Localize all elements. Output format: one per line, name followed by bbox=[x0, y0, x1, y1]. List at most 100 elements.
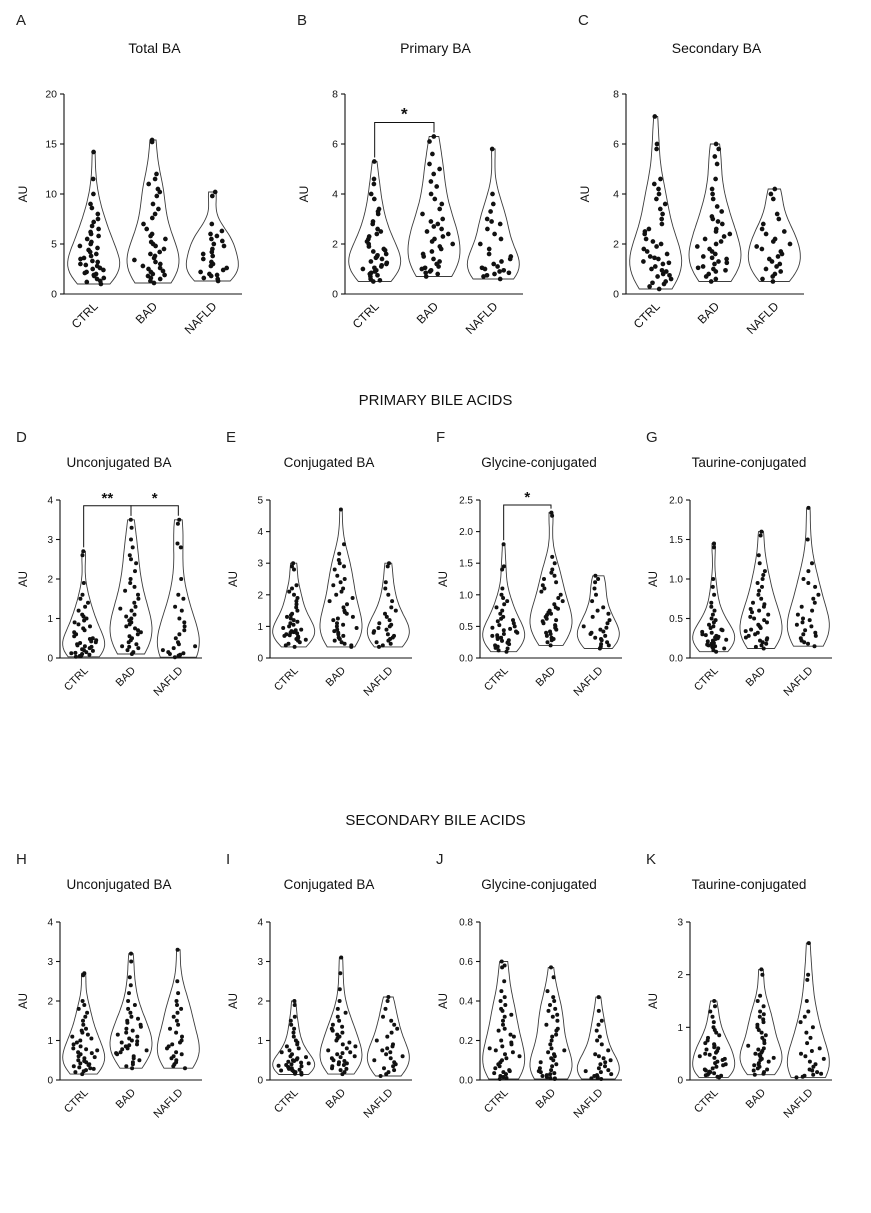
svg-text:6: 6 bbox=[613, 139, 619, 151]
svg-text:1: 1 bbox=[257, 1036, 263, 1047]
x-category-label-ctrl: CTRL bbox=[62, 1087, 91, 1116]
figure-panel-e: E Conjugated BA 0 1 2 3 4 5 AU CTRL BAD NAFLD bbox=[224, 429, 434, 734]
figure-row-total: A Total BA 0 5 10 15 20 AU CTRL BAD NAFLD B Primary … bbox=[14, 12, 857, 368]
x-category-label-nafld: NAFLD bbox=[361, 665, 395, 699]
panel-letter: A bbox=[16, 12, 27, 29]
x-category-label-ctrl: CTRL bbox=[69, 299, 101, 331]
data-points-ctrl bbox=[281, 561, 308, 649]
panel-letter: D bbox=[16, 429, 27, 446]
y-axis-label: AU bbox=[648, 993, 660, 1009]
data-points-ctrl bbox=[70, 971, 100, 1077]
data-points-nafld bbox=[583, 995, 614, 1081]
significance-label: * bbox=[524, 489, 530, 506]
data-points-bad bbox=[327, 507, 359, 649]
figure-panel-g: G Taurine-conjugated 0.0 0.5 1.0 1.5 2.0 AU CTRL… bbox=[644, 429, 854, 734]
data-points-nafld bbox=[165, 947, 187, 1071]
svg-text:2: 2 bbox=[47, 575, 53, 586]
svg-text:0.0: 0.0 bbox=[459, 654, 473, 665]
x-category-label-nafld: NAFLD bbox=[781, 1087, 815, 1121]
bile-acids-figure: A Total BA 0 5 10 15 20 AU CTRL BAD NAFLD B Primary … bbox=[14, 12, 857, 1156]
svg-text:0: 0 bbox=[47, 1076, 53, 1087]
x-category-label-nafld: NAFLD bbox=[151, 1087, 185, 1121]
data-points-nafld bbox=[198, 189, 230, 284]
significance-bracket bbox=[130, 505, 179, 516]
svg-text:20: 20 bbox=[45, 89, 57, 101]
violin-outline-ctrl bbox=[692, 543, 736, 653]
figure-panel-d: D Unconjugated BA 0 1 2 3 4 AU CTRL BAD NAFLD ** * bbox=[14, 429, 224, 734]
svg-text:0: 0 bbox=[677, 1076, 683, 1087]
violin-outline-nafld bbox=[185, 191, 239, 282]
y-axis-label: AU bbox=[297, 186, 311, 203]
violin-outline-bad bbox=[319, 509, 363, 648]
y-tick-labels: 0 1 2 3 4 bbox=[257, 918, 263, 1087]
svg-text:2.5: 2.5 bbox=[459, 496, 473, 507]
figure-row-secondary: H Unconjugated BA 0 1 2 3 4 AU CTRL BAD NAFLD I Conj… bbox=[14, 851, 857, 1156]
y-tick-labels: 0 5 10 15 20 bbox=[45, 89, 57, 301]
figure-panel-b: B Primary BA 0 2 4 6 8 AU CTRL BAD NAFLD * bbox=[295, 12, 576, 368]
panel-letter: C bbox=[578, 12, 589, 29]
data-points-nafld bbox=[794, 505, 821, 649]
violin-outline-nafld bbox=[747, 188, 801, 282]
svg-text:10: 10 bbox=[45, 189, 57, 201]
y-tick-labels: 0 1 2 3 4 bbox=[47, 918, 53, 1087]
panel-title: Taurine-conjugated bbox=[691, 455, 807, 470]
figure-row-primary: D Unconjugated BA 0 1 2 3 4 AU CTRL BAD NAFLD ** * E C… bbox=[14, 429, 857, 734]
x-category-label-bad: BAD bbox=[534, 665, 559, 690]
y-tick-labels: 0 2 4 6 8 bbox=[613, 89, 619, 301]
panel-title: Unconjugated BA bbox=[66, 455, 172, 470]
x-category-label-nafld: NAFLD bbox=[571, 1087, 605, 1121]
y-axis-label: AU bbox=[578, 186, 592, 203]
y-tick-labels: 0.0 0.2 0.4 0.6 0.8 bbox=[459, 918, 473, 1087]
svg-text:2.0: 2.0 bbox=[459, 527, 473, 538]
y-tick-labels: 0 2 4 6 8 bbox=[332, 89, 338, 301]
x-category-label-ctrl: CTRL bbox=[482, 1087, 511, 1116]
y-tick-labels: 0.0 0.5 1.0 1.5 2.0 2.5 bbox=[459, 496, 473, 665]
svg-text:2: 2 bbox=[257, 997, 263, 1008]
violin-outline-nafld bbox=[786, 942, 830, 1078]
svg-text:4: 4 bbox=[47, 496, 53, 507]
y-tick-labels: 0 1 2 3 4 bbox=[47, 496, 53, 665]
x-category-label-ctrl: CTRL bbox=[272, 1087, 301, 1116]
x-category-label-bad: BAD bbox=[414, 299, 442, 327]
svg-text:2: 2 bbox=[332, 239, 338, 251]
violin-outline-ctrl bbox=[629, 116, 683, 290]
violin-outline-ctrl bbox=[272, 1000, 316, 1075]
x-category-label-ctrl: CTRL bbox=[350, 299, 382, 331]
violin-scatter-plot: 0 1 2 3 4 5 AU CTRL BAD NAFLD bbox=[228, 496, 412, 699]
svg-text:2: 2 bbox=[613, 239, 619, 251]
svg-text:8: 8 bbox=[613, 89, 619, 101]
svg-text:8: 8 bbox=[332, 89, 338, 101]
y-axis-label: AU bbox=[16, 186, 30, 203]
data-points-ctrl bbox=[700, 541, 729, 654]
violin-outline-bad bbox=[109, 953, 153, 1069]
panel-title: Glycine-conjugated bbox=[481, 877, 597, 892]
violin-outline-nafld bbox=[576, 575, 620, 649]
svg-text:0.5: 0.5 bbox=[459, 622, 473, 633]
violin-outline-ctrl bbox=[482, 961, 526, 1080]
svg-text:1.0: 1.0 bbox=[459, 590, 473, 601]
svg-text:0.0: 0.0 bbox=[669, 654, 683, 665]
svg-text:5: 5 bbox=[51, 239, 57, 251]
y-tick-labels: 0 1 2 3 4 5 bbox=[257, 496, 263, 665]
data-points-bad bbox=[419, 134, 456, 279]
y-axis-label: AU bbox=[228, 571, 240, 587]
svg-text:1: 1 bbox=[47, 1036, 53, 1047]
panel-letter: F bbox=[436, 429, 446, 446]
figure-panel-j: J Glycine-conjugated 0.0 0.2 0.4 0.6 0.8 AU CTRL… bbox=[434, 851, 644, 1156]
data-points-ctrl bbox=[490, 542, 520, 654]
axes bbox=[476, 499, 622, 659]
svg-text:2: 2 bbox=[47, 997, 53, 1008]
violin-scatter-plot: 0.0 0.5 1.0 1.5 2.0 AU CTRL BAD NAFLD bbox=[648, 496, 832, 699]
violin-outline-bad bbox=[407, 136, 461, 277]
panel-title: Conjugated BA bbox=[283, 877, 375, 892]
svg-text:0.0: 0.0 bbox=[459, 1076, 473, 1087]
y-axis-label: AU bbox=[18, 571, 30, 587]
axes bbox=[60, 93, 242, 295]
axes bbox=[266, 499, 412, 659]
svg-text:0: 0 bbox=[332, 289, 338, 301]
data-points-bad bbox=[132, 137, 168, 286]
x-category-label-ctrl: CTRL bbox=[272, 665, 301, 694]
data-points-nafld bbox=[160, 517, 198, 660]
violin-outline-bad bbox=[319, 957, 363, 1075]
panel-title: Taurine-conjugated bbox=[691, 877, 807, 892]
